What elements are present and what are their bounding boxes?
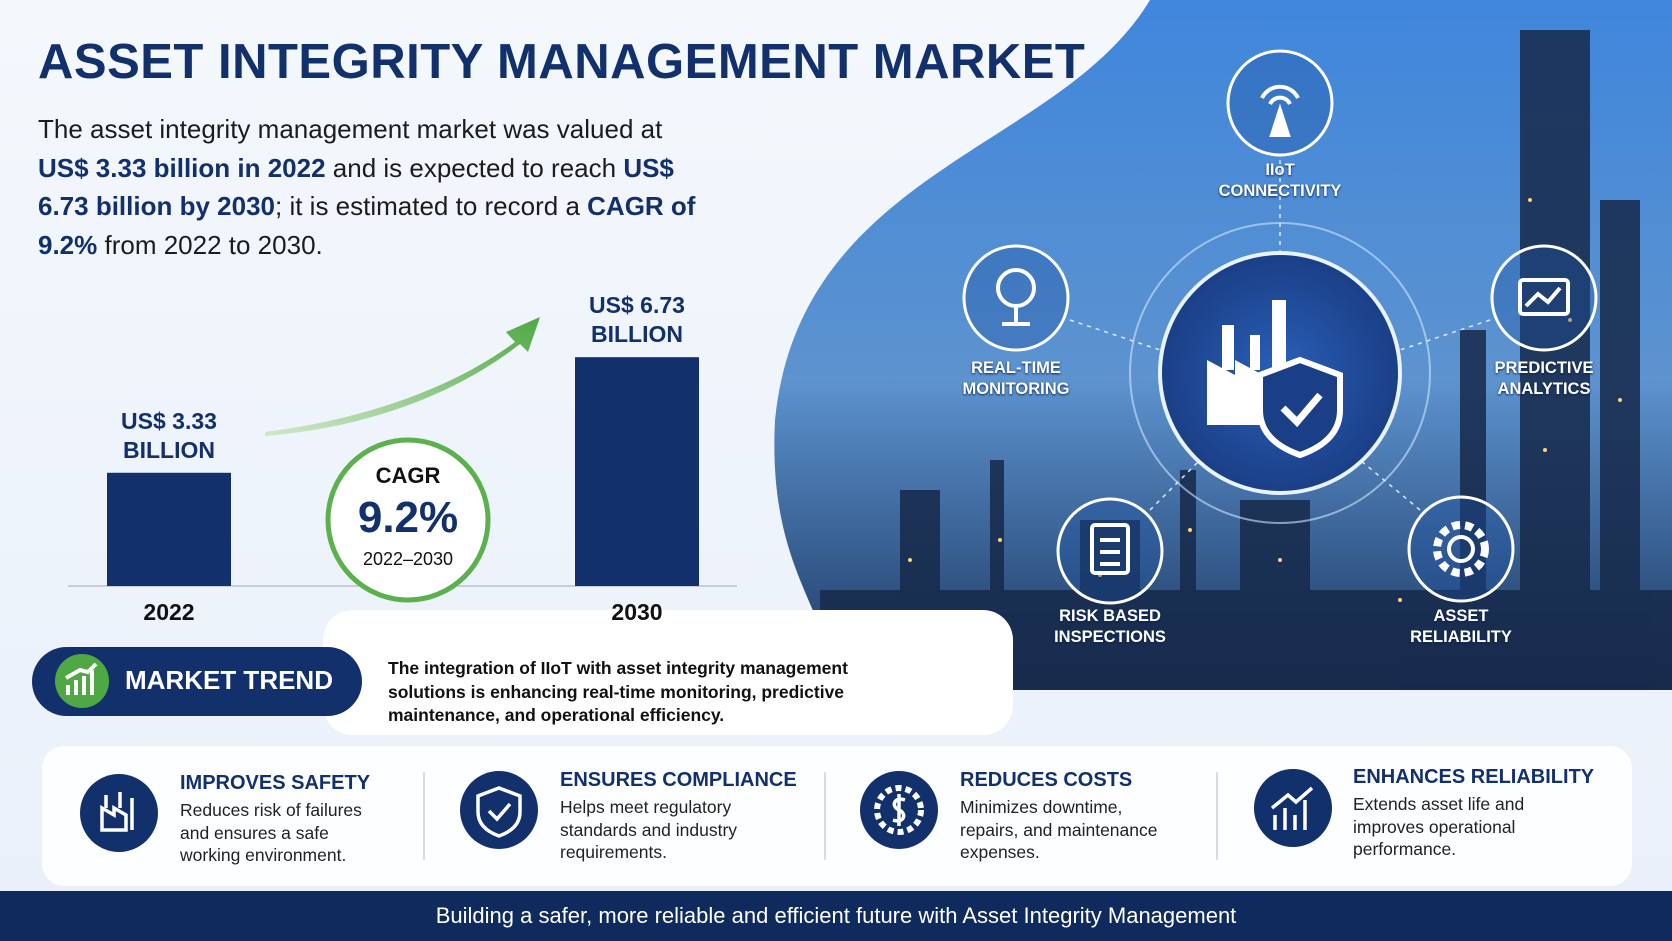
intro-text: The asset integrity management market wa… [38, 110, 718, 264]
benefits-panel [42, 746, 1632, 886]
factory-shield-icon [1207, 300, 1343, 459]
cagr-label: CAGR [375, 463, 441, 488]
footer: Building a safer, more reliable and effi… [435, 903, 1237, 928]
intro-segment: from 2022 to 2030. [97, 229, 323, 260]
x-tick-label: 2030 [611, 599, 663, 625]
intro-segment: US$ 3.33 billion in 2022 [38, 152, 326, 183]
cagr-circle [325, 437, 491, 603]
benefit-title: REDUCES COSTS [960, 769, 1133, 791]
intro-segment: ; it is estimated to record a [275, 191, 588, 221]
cagr-value: 9.2% [357, 493, 459, 542]
trend-box [323, 610, 1013, 735]
value-label: US$ 3.33 BILLION [121, 407, 217, 463]
growth-arrow [265, 317, 540, 436]
intro-segment: and is expected to reach [325, 152, 624, 183]
benefit-dividers [423, 772, 1218, 860]
trend-text: The integration of IIoT with asset integ… [388, 658, 848, 725]
feature-label: PREDICTIVE ANALYTICS [1494, 359, 1594, 398]
x-tick-label: 2022 [143, 599, 195, 625]
intro-segment: US$ 6.73 billion by 2030 [38, 152, 674, 222]
feature-label: ASSET RELIABILITY [1410, 607, 1512, 646]
trend-pill [32, 647, 362, 716]
intro-segment: The asset integrity management market wa… [38, 114, 663, 144]
benefit-text: Extends asset life and improves operatio… [1353, 794, 1525, 859]
benefit-text: Reduces risk of failures and ensures a s… [180, 800, 362, 865]
intro-segment: CAGR of 9.2% [38, 191, 696, 260]
bar [575, 357, 699, 586]
connectors [1069, 160, 1491, 511]
benefit-title: ENSURES COMPLIANCE [560, 769, 797, 791]
benefit-text: Minimizes downtime, repairs, and mainten… [960, 797, 1158, 862]
outer-ring [1129, 222, 1431, 524]
cagr-period: 2022–2030 [362, 549, 454, 569]
footer-bar [0, 891, 1672, 941]
benefit-icons [100, 785, 1314, 838]
feature-label: REAL-TIME MONITORING [962, 359, 1070, 398]
feature-label: IIoT CONNECTIVITY [1218, 161, 1342, 200]
trend-title: MARKET TREND [125, 665, 333, 695]
value-label: US$ 6.73 BILLION [589, 292, 685, 348]
benefit-text: Helps meet regulatory standards and indu… [560, 797, 738, 862]
benefit-title: ENHANCES RELIABILITY [1353, 766, 1595, 788]
bar [107, 472, 231, 586]
title: ASSET INTEGRITY MANAGEMENT MARKET [38, 35, 1086, 89]
trend-icon-glyph [65, 662, 98, 695]
feature-icons [996, 84, 1570, 577]
benefit-title: IMPROVES SAFETY [180, 772, 371, 794]
feature-label: RISK BASED INSPECTIONS [1054, 607, 1166, 646]
